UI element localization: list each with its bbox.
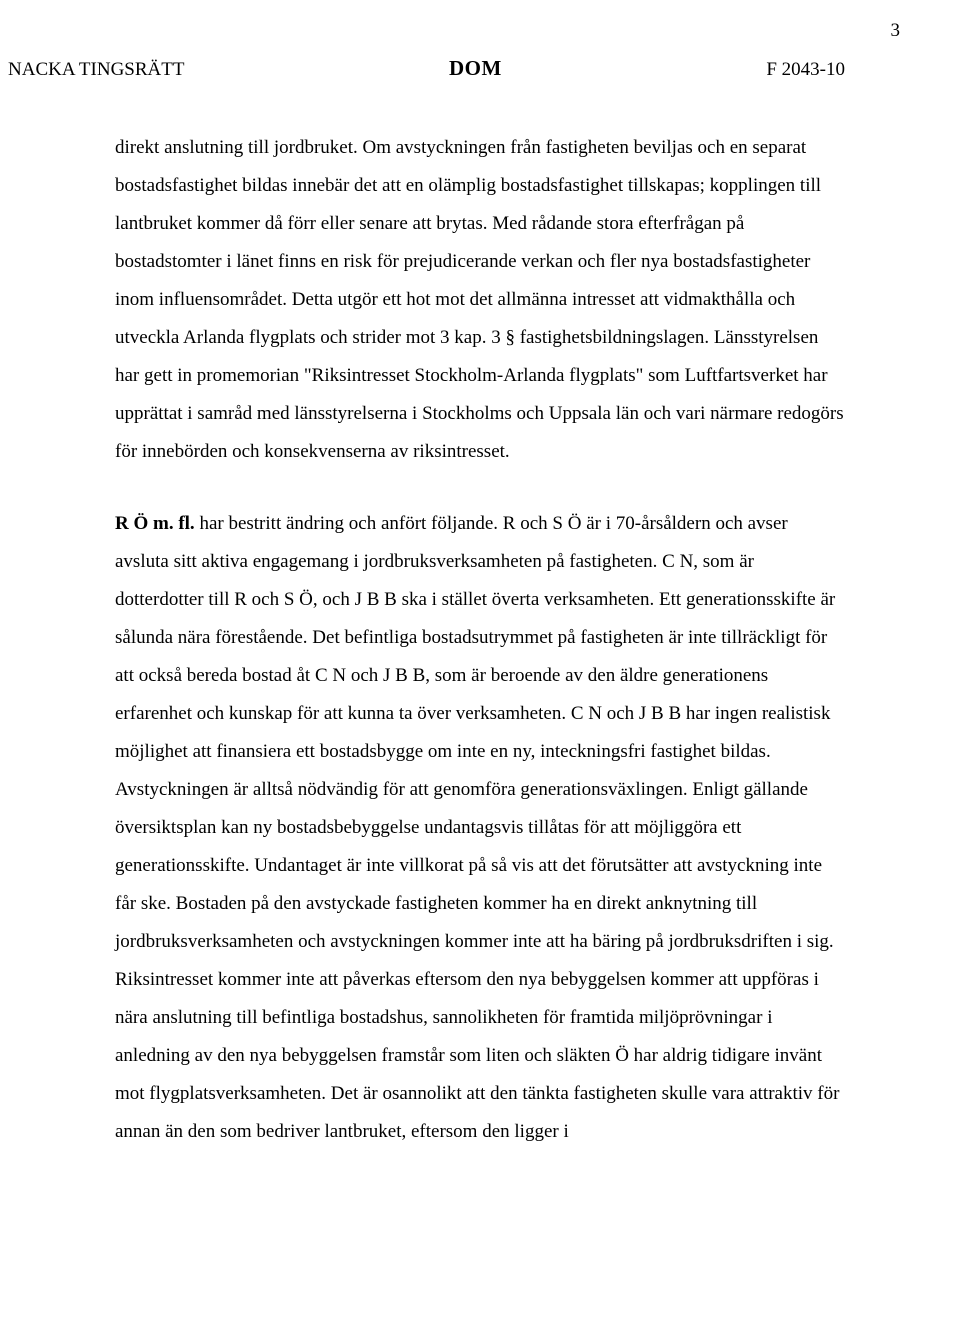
document-title: DOM bbox=[184, 56, 766, 81]
paragraph-2-rest: har bestritt ändring och anfört följande… bbox=[115, 513, 839, 1142]
page-number: 3 bbox=[891, 20, 901, 42]
paragraph-2: R Ö m. fl. har bestritt ändring och anfö… bbox=[115, 505, 845, 1151]
court-name: NACKA TINGSRÄTT bbox=[8, 59, 184, 81]
case-number: F 2043-10 bbox=[766, 59, 845, 81]
page-header: NACKA TINGSRÄTT DOM F 2043-10 bbox=[8, 56, 845, 81]
body-text: direkt anslutning till jordbruket. Om av… bbox=[115, 129, 845, 1151]
party-lead: R Ö m. fl. bbox=[115, 513, 195, 534]
document-page: 3 NACKA TINGSRÄTT DOM F 2043-10 direkt a… bbox=[0, 0, 960, 1330]
paragraph-1: direkt anslutning till jordbruket. Om av… bbox=[115, 129, 845, 471]
